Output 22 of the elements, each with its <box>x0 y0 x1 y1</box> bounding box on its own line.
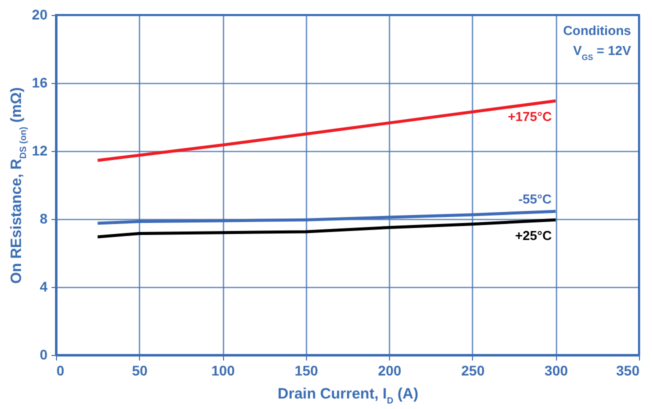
y-tick-label: 8 <box>40 210 48 226</box>
annotation: Conditions <box>563 23 631 38</box>
x-tick-label: 300 <box>544 362 568 378</box>
x-tick-label: 350 <box>616 362 640 378</box>
series-label: -55°C <box>518 191 552 206</box>
x-tick-label: 50 <box>132 362 148 378</box>
x-tick-label: 200 <box>378 362 402 378</box>
series-label: +175°C <box>508 108 552 124</box>
y-tick-label: 20 <box>32 6 48 22</box>
y-tick-label: 16 <box>32 74 48 90</box>
y-tick-label: 4 <box>40 278 48 294</box>
line-series <box>96 99 558 162</box>
line-series <box>96 218 558 238</box>
x-tick-label: 0 <box>56 362 64 378</box>
x-tick-label: 100 <box>211 362 235 378</box>
y-tick-label: 12 <box>32 142 48 158</box>
x-tick-label: 150 <box>294 362 318 378</box>
annotation: V$_{GS}$ = 12V <box>573 43 632 62</box>
y-tick-label: 0 <box>40 346 48 362</box>
series-label: +25°C <box>515 228 552 243</box>
x-tick-label: 250 <box>461 362 485 378</box>
x-axis-title: Drain Current, I$_{D}$ (A) <box>278 386 418 406</box>
